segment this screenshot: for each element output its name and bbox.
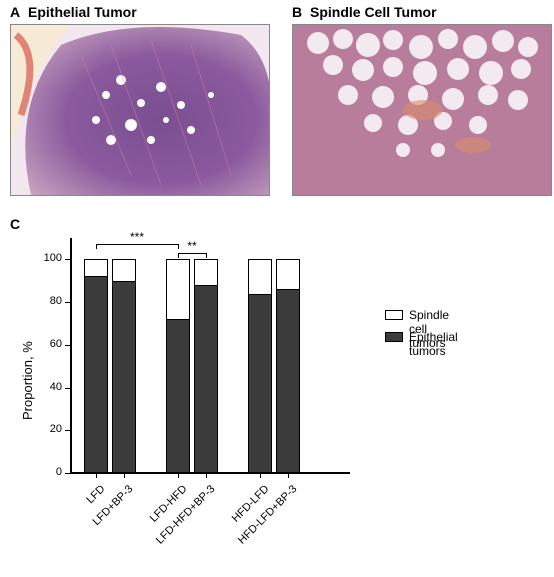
sig-tick: [178, 244, 179, 249]
y-axis: [70, 238, 72, 473]
x-tick: [288, 473, 289, 478]
y-tick-label: 20: [32, 423, 62, 435]
y-tick-label: 40: [32, 381, 62, 393]
panel-a-title: Epithelial Tumor: [28, 4, 137, 20]
sig-tick: [206, 253, 207, 258]
legend-swatch: [385, 310, 403, 320]
sig-tick: [96, 244, 97, 249]
y-tick: [65, 473, 70, 474]
x-label: LFD: [84, 483, 107, 506]
panel-c-plot: 020406080100LFDLFD+BP-3LFD-HFDLFD-HFD+BP…: [70, 238, 350, 473]
bar-epithelial: [84, 276, 108, 473]
sig-tick: [178, 253, 179, 258]
y-axis-title: Proportion, %: [20, 341, 35, 420]
x-tick: [178, 473, 179, 478]
legend-label: Epithelial tumors: [409, 330, 458, 358]
y-tick: [65, 302, 70, 303]
panel-c-letter: C: [10, 216, 20, 232]
panel-b-title: Spindle Cell Tumor: [310, 4, 437, 20]
sig-line: [96, 244, 178, 245]
y-tick-label: 100: [32, 252, 62, 264]
bar-epithelial: [112, 281, 136, 473]
y-tick-label: 0: [32, 466, 62, 478]
y-tick-label: 80: [32, 295, 62, 307]
sig-line: [178, 253, 206, 254]
x-tick: [96, 473, 97, 478]
spindle-tumor-svg: [293, 25, 551, 195]
bar-epithelial: [194, 285, 218, 473]
panel-a-image: [10, 24, 270, 196]
x-tick: [124, 473, 125, 478]
bar-epithelial: [248, 294, 272, 473]
panel-b-letter: B: [292, 4, 302, 20]
sig-text: ***: [125, 230, 149, 244]
sig-text: **: [180, 239, 204, 253]
epithelial-tumor-svg: [11, 25, 269, 195]
y-tick: [65, 345, 70, 346]
panel-b-image: [292, 24, 552, 196]
bar-epithelial: [166, 319, 190, 473]
x-tick: [206, 473, 207, 478]
y-tick-label: 60: [32, 338, 62, 350]
bar-epithelial: [276, 289, 300, 473]
y-tick: [65, 259, 70, 260]
y-tick: [65, 388, 70, 389]
y-tick: [65, 430, 70, 431]
legend-swatch: [385, 332, 403, 342]
x-tick: [260, 473, 261, 478]
panel-a-letter: A: [10, 4, 20, 20]
